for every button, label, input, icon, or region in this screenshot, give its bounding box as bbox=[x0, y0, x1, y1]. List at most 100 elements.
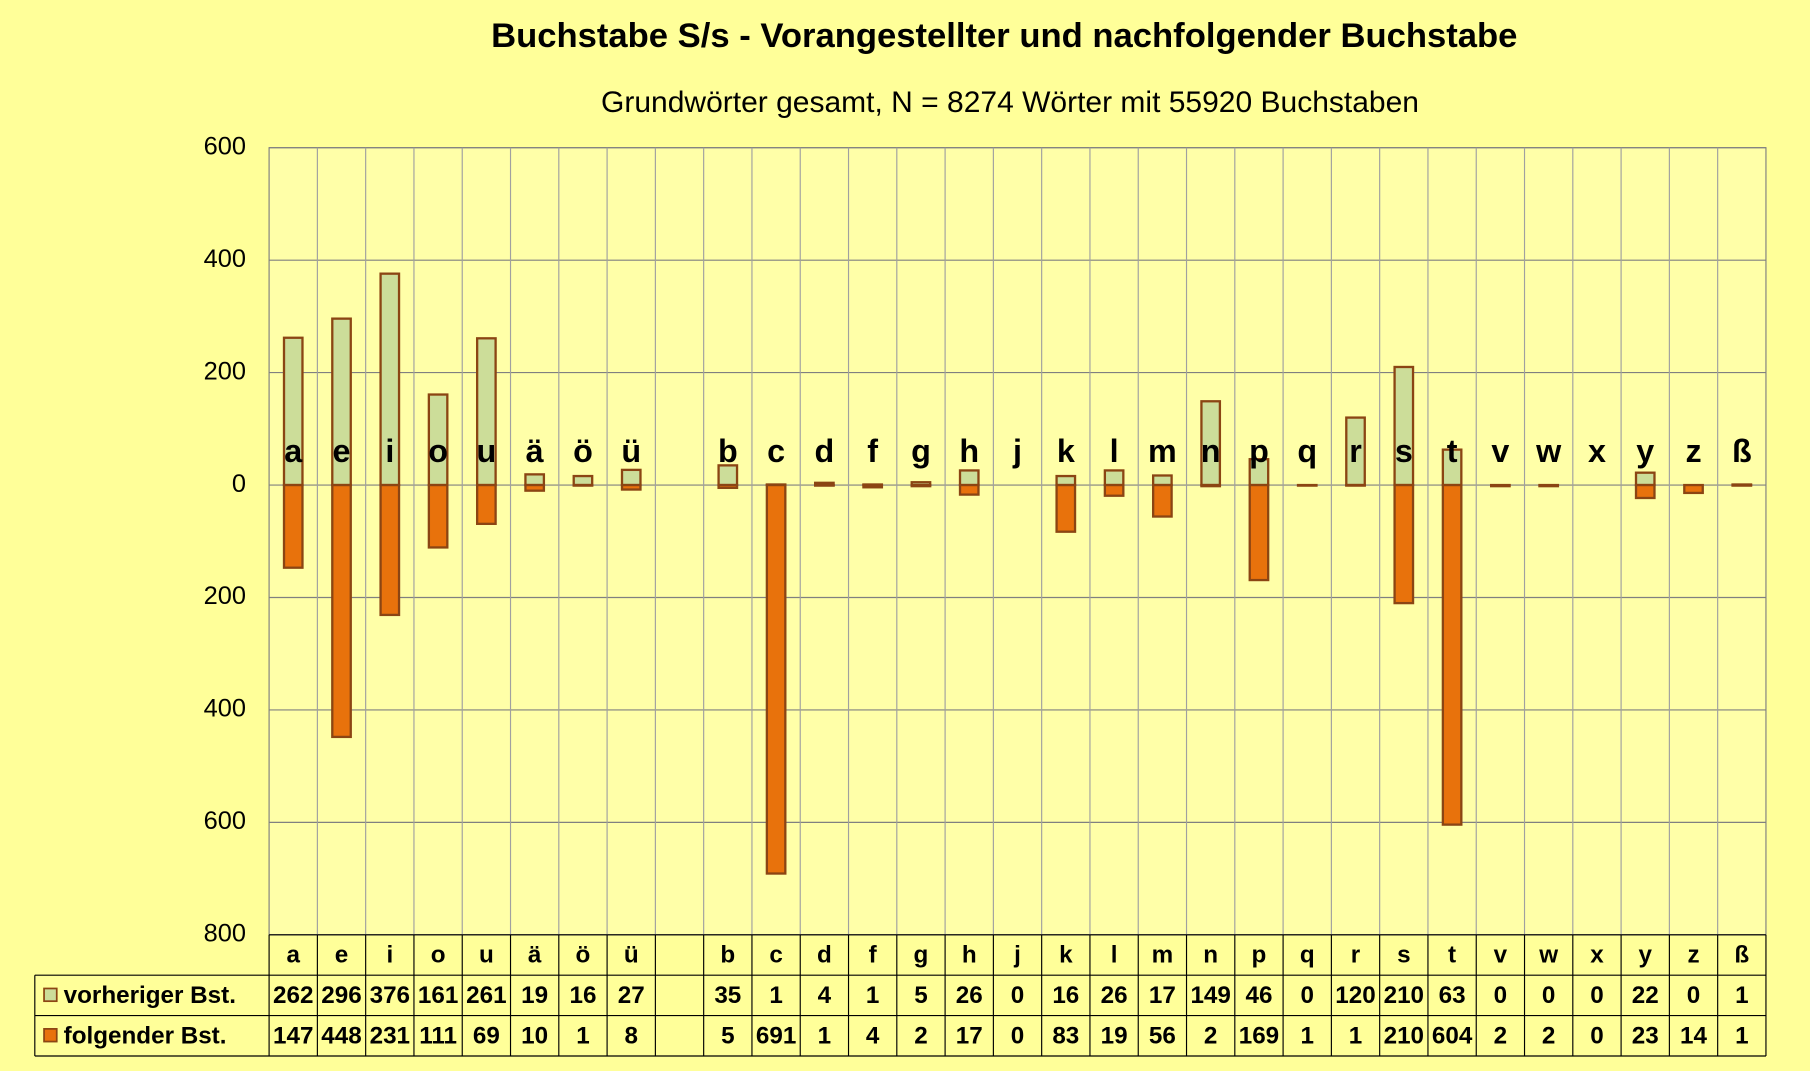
bar bbox=[1441, 483, 1463, 826]
category-label: y bbox=[1636, 433, 1654, 469]
x-tick-label: r bbox=[1351, 942, 1361, 969]
table-value: 16 bbox=[569, 982, 596, 1009]
x-tick-label: n bbox=[1203, 942, 1218, 969]
table-value: 1 bbox=[769, 982, 782, 1009]
table-value: 69 bbox=[473, 1022, 500, 1049]
x-tick-label: y bbox=[1638, 942, 1652, 969]
x-tick-label: j bbox=[1013, 942, 1021, 969]
category-label: i bbox=[385, 433, 394, 469]
table-value: 4 bbox=[818, 982, 832, 1009]
category-label: s bbox=[1395, 433, 1413, 469]
bar bbox=[1151, 474, 1173, 487]
table-value: 63 bbox=[1439, 982, 1466, 1009]
table-value: 46 bbox=[1245, 982, 1272, 1009]
bar bbox=[862, 483, 884, 489]
table-value: 2 bbox=[1494, 1022, 1507, 1049]
x-tick-label: u bbox=[479, 942, 494, 969]
table-value: 0 bbox=[1011, 1022, 1024, 1049]
bar bbox=[958, 469, 980, 487]
x-tick-label: l bbox=[1111, 942, 1118, 969]
bar bbox=[1489, 483, 1511, 488]
category-label: q bbox=[1297, 433, 1317, 469]
bar bbox=[620, 468, 642, 487]
x-tick-label: e bbox=[335, 942, 348, 969]
y-tick-label: 200 bbox=[204, 357, 246, 385]
category-label: e bbox=[333, 433, 351, 469]
bar bbox=[1634, 471, 1656, 487]
category-label: g bbox=[911, 433, 931, 469]
y-tick-label: 200 bbox=[204, 582, 246, 610]
category-label: c bbox=[767, 433, 785, 469]
table-value: 1 bbox=[1349, 1022, 1362, 1049]
bar bbox=[1248, 483, 1270, 582]
category-label: u bbox=[477, 433, 497, 469]
table-value: 0 bbox=[1011, 982, 1024, 1009]
y-tick-label: 400 bbox=[204, 245, 246, 273]
bar bbox=[1296, 483, 1318, 487]
table-value: 376 bbox=[370, 982, 410, 1009]
bar bbox=[524, 483, 546, 492]
category-label: a bbox=[284, 433, 303, 469]
category-label: l bbox=[1110, 433, 1119, 469]
category-label: f bbox=[867, 433, 878, 469]
table-value: 0 bbox=[1542, 982, 1555, 1009]
table-value: 261 bbox=[466, 982, 506, 1009]
x-tick-label: d bbox=[817, 942, 832, 969]
table-value: 262 bbox=[273, 982, 313, 1009]
table-value: 0 bbox=[1590, 982, 1603, 1009]
table-value: 0 bbox=[1687, 982, 1700, 1009]
category-label: ö bbox=[573, 433, 593, 469]
x-tick-label: t bbox=[1448, 942, 1456, 969]
bar bbox=[958, 483, 980, 496]
table-value: 1 bbox=[576, 1022, 589, 1049]
x-tick-label: q bbox=[1300, 942, 1315, 969]
table-value: 1 bbox=[818, 1022, 831, 1049]
category-label: ß bbox=[1732, 433, 1752, 469]
bar bbox=[813, 483, 835, 487]
table-value: 4 bbox=[866, 1022, 880, 1049]
bar bbox=[331, 483, 352, 739]
category-label: p bbox=[1249, 433, 1269, 469]
category-label: d bbox=[815, 433, 835, 469]
table-value: 1 bbox=[1735, 982, 1748, 1009]
x-tick-label: a bbox=[286, 942, 300, 969]
table-value: 17 bbox=[1149, 982, 1176, 1009]
x-tick-label: k bbox=[1059, 942, 1073, 969]
legend-label: vorheriger Bst. bbox=[64, 982, 236, 1009]
table-value: 35 bbox=[714, 982, 741, 1009]
x-tick-label: s bbox=[1397, 942, 1410, 969]
table-value: 1 bbox=[1735, 1022, 1748, 1049]
category-label: w bbox=[1535, 433, 1562, 469]
y-tick-label: 0 bbox=[232, 470, 246, 498]
x-tick-label: o bbox=[431, 942, 446, 969]
bar bbox=[524, 473, 546, 487]
category-label: h bbox=[959, 433, 979, 469]
table-value: 448 bbox=[321, 1022, 361, 1049]
bar bbox=[1345, 483, 1366, 487]
table-value: 26 bbox=[1101, 982, 1128, 1009]
table-value: 2 bbox=[1542, 1022, 1555, 1049]
table-value: 27 bbox=[618, 982, 645, 1009]
x-tick-label: f bbox=[869, 942, 878, 969]
legend-marker bbox=[43, 1028, 58, 1043]
table-value: 5 bbox=[914, 982, 927, 1009]
bar bbox=[1151, 483, 1173, 518]
x-tick-label: z bbox=[1687, 942, 1699, 969]
x-tick-label: b bbox=[720, 942, 735, 969]
bar bbox=[1731, 483, 1753, 487]
table-value: 8 bbox=[624, 1022, 637, 1049]
category-label: n bbox=[1201, 433, 1221, 469]
legend-label: folgender Bst. bbox=[64, 1022, 227, 1049]
y-tick-label: 800 bbox=[204, 920, 246, 948]
category-label: k bbox=[1057, 433, 1075, 469]
table-value: 83 bbox=[1052, 1022, 1079, 1049]
x-tick-label: ü bbox=[624, 942, 639, 969]
table-value: 17 bbox=[956, 1022, 983, 1049]
category-label: ä bbox=[526, 433, 545, 469]
table-value: 111 bbox=[419, 1022, 457, 1049]
x-tick-label: i bbox=[386, 942, 393, 969]
y-tick-label: 400 bbox=[204, 695, 246, 723]
bar bbox=[1393, 483, 1415, 605]
x-tick-label: ä bbox=[528, 942, 542, 969]
